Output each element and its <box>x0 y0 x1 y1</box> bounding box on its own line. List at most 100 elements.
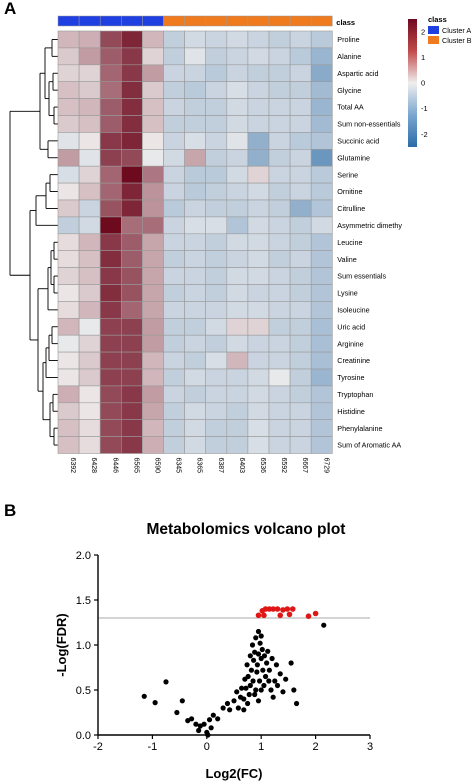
heatmap-cell <box>268 317 291 336</box>
data-point <box>260 667 266 673</box>
heatmap-cell <box>99 284 122 302</box>
heatmap-cell <box>247 250 270 268</box>
heatmap-cell <box>78 30 101 49</box>
heatmap-cell <box>57 284 80 302</box>
heatmap-cell <box>268 132 291 150</box>
heatmap-cell <box>268 351 291 370</box>
heatmap-cell <box>268 199 291 218</box>
heatmap-cell <box>78 250 101 268</box>
data-point <box>247 682 253 689</box>
column-label: 6592 <box>280 458 287 474</box>
heatmap-cell <box>142 385 164 404</box>
heatmap-cell <box>226 47 249 66</box>
heatmap-cell <box>205 436 228 454</box>
class-legend-label: Cluster A <box>442 26 471 35</box>
heatmap-cell <box>184 301 207 319</box>
data-point <box>188 716 195 722</box>
heatmap-cell <box>78 284 101 302</box>
row-label: Leucine <box>337 238 362 247</box>
heatmap-cell <box>268 149 291 167</box>
significant-data-point <box>305 613 312 619</box>
heatmap-cell <box>163 47 185 66</box>
significant-data-point <box>280 607 286 613</box>
heatmap-cell <box>184 81 207 99</box>
heatmap-cell <box>247 149 270 167</box>
heatmap-cell <box>310 115 333 133</box>
heatmap-cell <box>247 402 270 420</box>
data-point <box>280 689 286 695</box>
data-point <box>277 671 283 677</box>
heatmap-cell <box>121 64 143 83</box>
column-label: 6590 <box>153 458 160 474</box>
data-point <box>258 687 264 693</box>
significant-data-point <box>284 606 291 612</box>
heatmap-cell <box>310 199 333 218</box>
heatmap-cell <box>268 165 291 184</box>
heatmap-cell <box>184 436 207 454</box>
heatmap-cell <box>99 64 122 83</box>
heatmap-cell <box>78 317 101 336</box>
column-label: 6428 <box>90 458 97 474</box>
heatmap-cell <box>121 402 143 420</box>
heatmap-cell <box>205 199 228 218</box>
heatmap-cell <box>310 81 333 99</box>
heatmap-cell <box>121 334 143 353</box>
heatmap-cell <box>78 81 101 99</box>
heatmap-cell <box>57 115 80 133</box>
row-label: Succinic acid <box>337 136 379 145</box>
heatmap-cell <box>121 115 143 133</box>
heatmap-cell <box>57 436 80 454</box>
heatmap-cell <box>163 98 185 116</box>
data-point <box>193 721 199 727</box>
data-point <box>261 682 267 689</box>
heatmap-cell <box>205 284 228 302</box>
heatmap-cell <box>247 436 270 454</box>
heatmap-cell <box>310 250 333 268</box>
heatmap-cell <box>226 267 249 285</box>
column-label: 6729 <box>322 458 329 474</box>
heatmap-cell <box>184 98 207 116</box>
class-legend-swatch <box>428 36 439 44</box>
data-point <box>255 628 262 635</box>
row-dendrogram <box>9 39 58 446</box>
heatmap-cell <box>247 233 270 252</box>
data-point <box>227 707 233 713</box>
heatmap-cell <box>142 436 164 454</box>
color-scale-tick-label: 2 <box>421 27 425 36</box>
heatmap-cell <box>163 199 185 218</box>
data-point <box>250 678 256 684</box>
heatmap-cell <box>247 216 270 235</box>
y-tick-label: 2.0 <box>76 550 91 562</box>
heatmap-cell <box>78 165 101 184</box>
heatmap-cell <box>310 132 333 150</box>
data-point <box>274 682 281 689</box>
data-point <box>234 689 240 695</box>
data-point <box>241 707 247 713</box>
row-label: Alanine <box>337 52 361 61</box>
heatmap-cell <box>121 81 143 99</box>
heatmap-cell <box>57 132 80 150</box>
heatmap-cell <box>78 233 101 252</box>
data-point <box>210 712 216 718</box>
heatmap-cell <box>99 233 122 252</box>
y-axis-label: -Log(FDR) <box>54 613 69 677</box>
heatmap-cell <box>57 402 80 420</box>
data-point <box>255 698 262 704</box>
heatmap-cell <box>142 149 164 167</box>
heatmap-cell <box>247 30 270 49</box>
row-label: Sum non-essentials <box>337 120 401 129</box>
class-bar-cell <box>78 15 101 27</box>
column-labels: 6392 6428 6446 6565 6590 6345 6365 6387 6403 6536… <box>69 458 329 474</box>
heatmap-cell <box>57 149 80 167</box>
heatmap-cell <box>226 81 249 99</box>
heatmap-cell <box>99 199 122 218</box>
heatmap-cell <box>310 385 333 404</box>
class-bar-cell <box>247 15 270 27</box>
heatmap-cell <box>121 267 143 285</box>
heatmap-cell <box>247 317 270 336</box>
heatmap-cell <box>184 199 207 218</box>
heatmap-cell <box>99 334 122 353</box>
heatmap-cell <box>310 402 333 420</box>
heatmap-cell <box>310 149 333 167</box>
heatmap-cell <box>268 47 291 66</box>
